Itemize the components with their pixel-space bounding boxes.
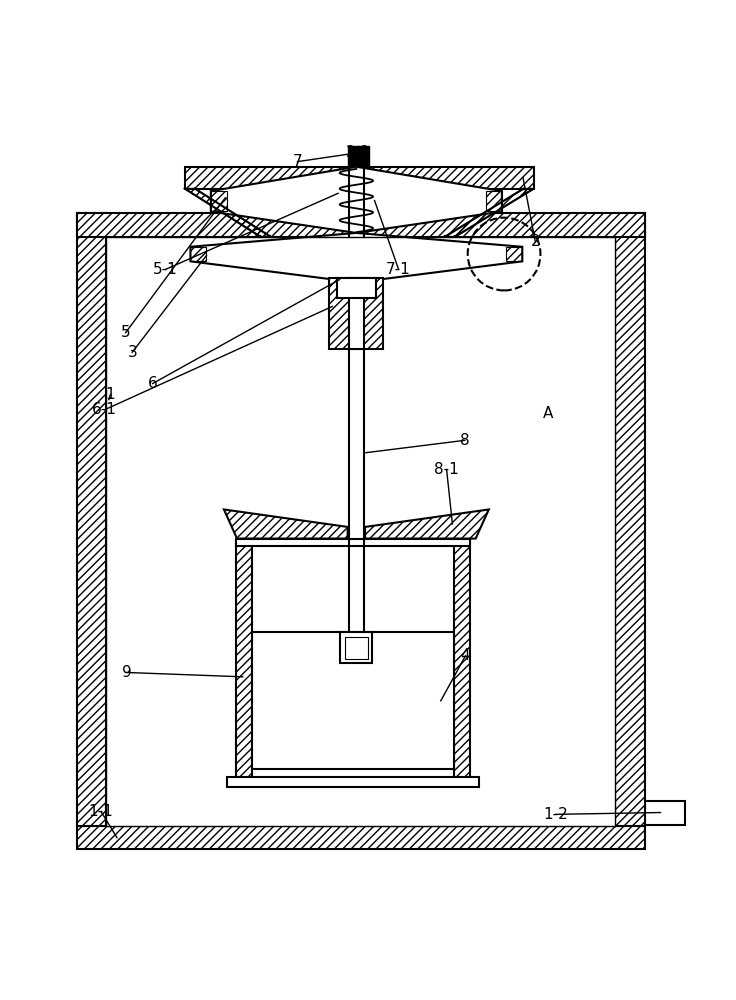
Text: 6: 6 bbox=[148, 376, 158, 391]
Text: 1-1: 1-1 bbox=[88, 804, 113, 819]
Text: 2-1: 2-1 bbox=[346, 145, 371, 160]
Text: 7-1: 7-1 bbox=[386, 262, 411, 277]
Text: 7: 7 bbox=[293, 154, 302, 169]
Text: 6-1: 6-1 bbox=[92, 402, 117, 417]
Bar bbox=[330, 278, 383, 349]
Bar bbox=[336, 278, 376, 298]
Polygon shape bbox=[210, 167, 502, 233]
Bar bbox=[236, 540, 252, 778]
Bar bbox=[347, 146, 359, 170]
Bar bbox=[615, 213, 645, 826]
Text: A: A bbox=[543, 406, 553, 421]
Bar bbox=[77, 213, 106, 826]
Text: 9: 9 bbox=[121, 665, 131, 680]
Bar bbox=[236, 539, 470, 546]
Bar bbox=[252, 632, 454, 769]
Bar bbox=[358, 146, 369, 170]
Bar bbox=[185, 167, 534, 189]
Bar bbox=[227, 777, 478, 787]
Text: 1-2: 1-2 bbox=[543, 807, 568, 822]
Text: 3: 3 bbox=[127, 345, 137, 360]
Text: 8: 8 bbox=[460, 433, 470, 448]
Text: 2: 2 bbox=[531, 234, 540, 249]
Text: 8-1: 8-1 bbox=[434, 462, 459, 477]
Bar bbox=[349, 278, 364, 349]
Bar bbox=[106, 237, 615, 826]
Polygon shape bbox=[191, 233, 523, 282]
Bar bbox=[645, 801, 684, 825]
Text: 4: 4 bbox=[461, 648, 470, 663]
Bar bbox=[454, 540, 470, 778]
Bar bbox=[344, 637, 368, 659]
Bar bbox=[77, 826, 645, 849]
Bar bbox=[77, 213, 645, 237]
Text: 5-1: 5-1 bbox=[153, 262, 178, 277]
Bar bbox=[340, 632, 372, 663]
Text: 5: 5 bbox=[121, 325, 130, 340]
Text: 1: 1 bbox=[105, 387, 116, 402]
